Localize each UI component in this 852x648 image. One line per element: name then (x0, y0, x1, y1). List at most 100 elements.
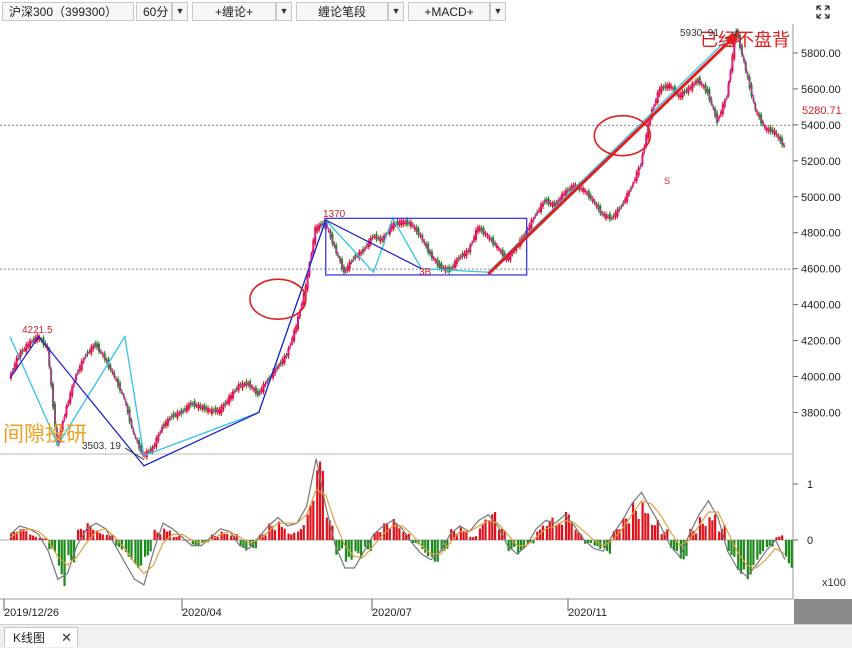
macd-tick-label: 0 (807, 535, 813, 547)
macd-histogram-bar (153, 529, 156, 540)
macd-histogram-bar (175, 536, 178, 540)
chevron-down-icon: ▼ (493, 6, 503, 16)
period-dropdown-button[interactable]: ▼ (172, 2, 188, 21)
bi-segment-dropdown-button[interactable]: ▼ (388, 2, 404, 21)
chart-toolbar: 沪深300（399300） 60分 ▼ +缠论+ ▼ 缠论笔段 ▼ +MACD+… (0, 0, 852, 24)
macd-histogram-bar (379, 532, 382, 540)
pivot-zone-box (325, 217, 528, 276)
macd-histogram-bar (545, 526, 549, 540)
macd-histogram-bar (156, 532, 159, 540)
macd-indicator-button[interactable]: +MACD+ (408, 2, 490, 21)
close-icon[interactable]: ✕ (61, 630, 72, 645)
macd-histogram-bar (306, 514, 309, 540)
date-tick-label: 2020/11 (568, 607, 607, 619)
macd-histogram-bar (73, 540, 76, 563)
macd-histogram-bar (570, 521, 573, 540)
macd-histogram-bar (216, 536, 219, 540)
left-peak-label: 4221.5 (22, 325, 53, 336)
macd-histogram-bar (273, 530, 277, 540)
macd-histogram-bar (663, 531, 666, 540)
macd-histogram-bar (82, 530, 85, 540)
candlestick-series (9, 28, 786, 460)
macd-histogram-bar (89, 525, 92, 540)
macd-histogram-bar (593, 540, 596, 546)
macd-histogram-bar (714, 514, 717, 540)
macd-histogram-bar (589, 540, 592, 544)
macd-histogram-bar (293, 532, 296, 540)
macd-histogram-bar (651, 524, 654, 540)
macd-histogram-bar (727, 540, 730, 551)
macd-dropdown-button[interactable]: ▼ (490, 2, 506, 21)
price-tick-label: 5800.00 (801, 48, 841, 60)
candle-body (375, 233, 378, 240)
chanlun-dropdown-button[interactable]: ▼ (276, 2, 292, 21)
macd-histogram-bar (752, 540, 755, 566)
macd-histogram-bar (790, 540, 793, 568)
macd-histogram-bar (134, 540, 137, 564)
macd-histogram-bar (268, 523, 271, 540)
macd-histogram-bar (541, 525, 545, 540)
bottom-tab-bar: K线图 ✕ (0, 624, 852, 648)
macd-histogram-bar (178, 535, 181, 540)
macd-histogram-bar (44, 538, 47, 540)
kline-chart[interactable]: 5800.00 5600.00 5400.00 5200.00 5000.00 4800.… (0, 24, 852, 624)
tab-kline[interactable]: K线图 ✕ (4, 627, 78, 647)
macd-histogram-bar (405, 534, 408, 540)
symbol-selector[interactable]: 沪深300（399300） (2, 2, 134, 21)
high-price-label: 5930. 91 (680, 28, 719, 39)
macd-histogram-bar (12, 531, 15, 540)
macd-histogram-bar (385, 524, 389, 540)
macd-histogram-bar (749, 540, 752, 575)
candle-body (241, 382, 244, 389)
macd-histogram-bar (29, 534, 32, 540)
macd-histogram-bar (666, 529, 669, 540)
macd-histogram-bar (101, 534, 104, 540)
macd-histogram-bar (398, 528, 401, 540)
macd-histogram-bar (765, 540, 769, 548)
macd-histogram-bar (38, 537, 41, 540)
macd-histogram-bar (718, 531, 721, 540)
price-tick-label: 4400.00 (801, 300, 841, 312)
low-label-leader (124, 447, 145, 461)
macd-histogram-bar (277, 521, 281, 540)
macd-histogram-bar (497, 529, 501, 540)
chanlun-indicator-button[interactable]: +缠论+ (192, 2, 276, 21)
macd-histogram-bar (373, 533, 376, 540)
macd-histogram-bar (787, 540, 790, 564)
bi-segment-indicator-button[interactable]: 缠论笔段 (296, 2, 388, 21)
macd-histogram-bar (210, 534, 214, 540)
macd-histogram-bar (775, 537, 778, 540)
macd-histogram-bar (723, 525, 726, 540)
price-tick-label: 5200.00 (801, 156, 841, 168)
close-stroke-line (9, 29, 786, 457)
macd-histogram-bar (41, 538, 44, 540)
macd-histogram-bar (608, 540, 612, 554)
macd-histogram-bar (143, 540, 147, 557)
macd-scale-label: x100 (822, 577, 846, 589)
macd-histogram-bar (761, 540, 765, 552)
macd-histogram-bar (98, 533, 102, 540)
macd-histogram-bar (111, 534, 114, 540)
macd-histogram-bar (191, 540, 194, 545)
macd-histogram-bar (450, 529, 453, 540)
macd-histogram-bar (701, 523, 704, 540)
period-selector[interactable]: 60分 (136, 2, 172, 21)
macd-histogram-bar (105, 534, 108, 540)
macd-histogram-bar (290, 534, 293, 540)
macd-histogram-bar (603, 540, 606, 548)
macd-histogram-bar (60, 540, 63, 575)
symbol-label: 沪深300（399300） (9, 5, 118, 19)
expand-arrows-icon[interactable] (815, 4, 831, 20)
macd-histogram-bar (759, 540, 762, 555)
macd-histogram-bar (692, 530, 695, 540)
macd-histogram-bar (48, 540, 51, 550)
macd-histogram-bar (625, 518, 628, 540)
macd-histogram-bar (618, 529, 621, 540)
price-tick-label: 4800.00 (801, 228, 841, 240)
macd-histogram-bar (424, 540, 427, 553)
macd-histogram-bar (201, 540, 204, 543)
candle-body (245, 381, 248, 386)
current-price-tag: 5280.71 (802, 105, 842, 117)
macd-histogram-bar (440, 540, 443, 551)
macd-histogram-bar (354, 540, 357, 552)
